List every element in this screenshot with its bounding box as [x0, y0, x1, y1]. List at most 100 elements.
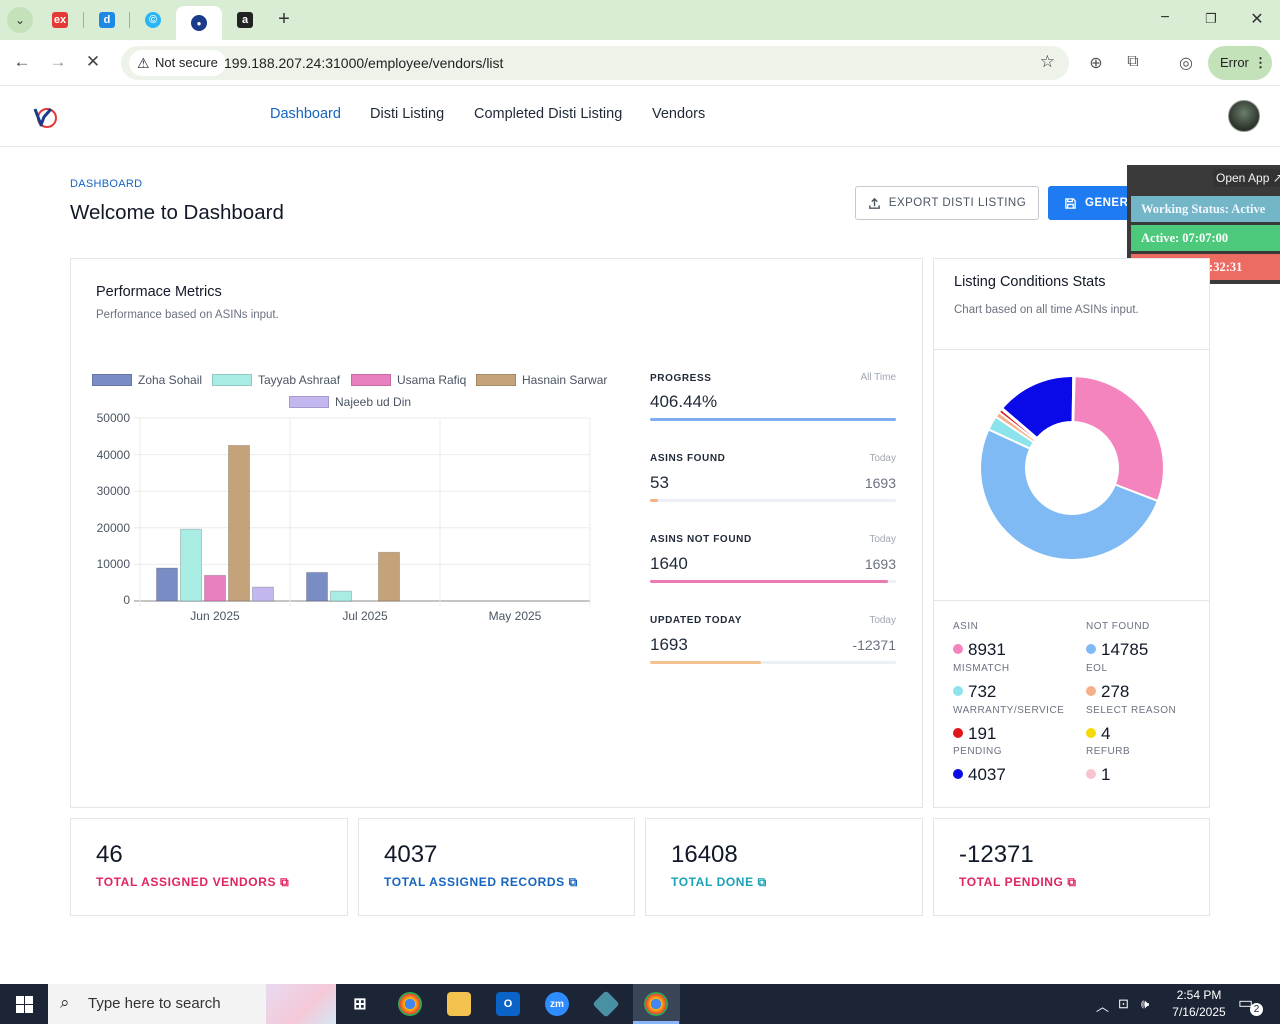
new-tab-icon[interactable]: + — [278, 8, 290, 30]
kpi-card-pending[interactable]: -12371 TOTAL PENDING ⧉ — [933, 818, 1210, 916]
profile-error-button[interactable]: Error ⋮ — [1208, 46, 1272, 80]
y-tick: 20000 — [96, 521, 130, 535]
kpi-link[interactable]: TOTAL DONE ⧉ — [671, 875, 767, 890]
windows-taskbar: ⌕ Type here to search ⊞ O zm ︿ ⊡ 🕪 2:54 … — [0, 984, 1280, 1024]
brand-logo-icon[interactable] — [32, 105, 58, 129]
legend-swatch — [476, 374, 516, 386]
c-favicon-icon: © — [145, 12, 161, 28]
bar-najeeb-ud-din[interactable] — [252, 586, 274, 602]
extensions-icon[interactable]: ⧉ — [1127, 53, 1139, 70]
tab-search-icon[interactable]: ⌄ — [7, 7, 33, 33]
restore-icon[interactable]: ❐ — [1205, 11, 1217, 26]
browser-tab-amazon[interactable]: a — [222, 6, 268, 34]
stat-warranty: 191 — [953, 724, 996, 744]
bar-tayyab-ashraaf[interactable] — [180, 528, 202, 602]
clock-date: 7/16/2025 — [1172, 1005, 1226, 1019]
profile-icon[interactable]: ◎ — [1179, 55, 1193, 72]
task-view-icon[interactable]: ⊞ — [353, 996, 367, 1013]
pink-dot-icon — [953, 644, 963, 654]
x-tick: Jul 2025 — [342, 609, 388, 623]
export-disti-listing-button[interactable]: EXPORT DISTI LISTING — [855, 186, 1039, 220]
user-avatar[interactable] — [1228, 100, 1260, 132]
minimize-icon[interactable]: − — [1160, 9, 1170, 26]
save-icon — [1065, 197, 1076, 209]
search-icon: ⌕ — [60, 993, 70, 1012]
stat-label: EOL — [1086, 663, 1108, 674]
browser-tab-c[interactable]: © — [130, 6, 176, 34]
address-bar[interactable]: ⚠ Not secure 199.188.207.24:31000/employ… — [121, 46, 1069, 80]
taskbar-search-box[interactable]: ⌕ Type here to search — [48, 984, 336, 1024]
legend-usama-rafiq[interactable]: Usama Rafiq — [351, 373, 466, 387]
notifications-icon[interactable]: ▭ — [1238, 995, 1254, 1012]
security-chip[interactable]: ⚠ Not secure — [129, 50, 226, 76]
upload-icon — [868, 197, 880, 209]
open-app-link[interactable]: Open App ↗ — [1213, 169, 1280, 187]
browser-tab-ex[interactable]: ex — [37, 6, 83, 34]
browser-tab-d[interactable]: d — [84, 6, 130, 34]
updated-today-fill — [650, 661, 761, 664]
outlook-icon[interactable]: O — [496, 992, 520, 1016]
nav-dashboard[interactable]: Dashboard — [270, 106, 341, 122]
legend-hasnain-sarwar[interactable]: Hasnain Sarwar — [476, 373, 607, 387]
metric-value: 406.44% — [650, 392, 718, 411]
close-window-icon[interactable]: ✕ — [1250, 11, 1264, 28]
kpi-card-done[interactable]: 16408 TOTAL DONE ⧉ — [645, 818, 923, 916]
legend-label: Zoha Sohail — [138, 373, 203, 387]
kpi-link[interactable]: TOTAL ASSIGNED VENDORS ⧉ — [96, 875, 289, 890]
system-clock[interactable]: 2:54 PM 7/16/2025 — [1160, 987, 1238, 1021]
bar-tayyab-ashraaf[interactable] — [330, 590, 352, 602]
d-favicon-icon: d — [99, 12, 115, 28]
translate-icon[interactable]: ⊕ — [1089, 55, 1103, 72]
notification-count: 2 — [1250, 1003, 1263, 1016]
windows-start-button[interactable] — [0, 984, 48, 1024]
volume-icon[interactable]: 🕪 — [1141, 996, 1150, 1011]
legend-label: Najeeb ud Din — [335, 395, 412, 409]
stat-label: NOT FOUND — [1086, 621, 1150, 632]
bar-hasnain-sarwar[interactable] — [228, 444, 250, 602]
external-link-icon: ⧉ — [568, 875, 578, 889]
legend-zoha-sohail[interactable]: Zoha Sohail — [92, 373, 202, 387]
bar-hasnain-sarwar[interactable] — [378, 551, 400, 602]
nav-disti-listing[interactable]: Disti Listing — [370, 106, 445, 122]
zoom-icon[interactable]: zm — [545, 992, 569, 1016]
nav-vendors[interactable]: Vendors — [652, 106, 706, 122]
light-pink-dot-icon — [1086, 769, 1096, 779]
bar-usama-rafiq[interactable] — [204, 574, 226, 602]
legend-swatch — [289, 396, 329, 408]
tray-chevron-icon[interactable]: ︿ — [1096, 999, 1110, 1014]
donut-segment-0[interactable] — [1071, 374, 1165, 503]
url-text[interactable]: 199.188.207.24:31000/employee/vendors/li… — [224, 55, 504, 71]
stop-loading-icon[interactable]: ✕ — [85, 52, 101, 71]
kebab-menu-icon: ⋮ — [1254, 55, 1267, 70]
stat-eol: 278 — [1086, 682, 1129, 702]
site-favicon-icon: ● — [191, 15, 207, 31]
chrome-icon[interactable] — [398, 992, 422, 1016]
listing-donut-chart — [979, 374, 1165, 561]
y-tick: 10000 — [96, 557, 130, 571]
chrome-active-app[interactable] — [633, 984, 680, 1024]
stat-value: 4037 — [968, 765, 1006, 784]
kpi-card-records[interactable]: 4037 TOTAL ASSIGNED RECORDS ⧉ — [358, 818, 635, 916]
bar-zoha-sohail[interactable] — [306, 571, 328, 602]
back-icon[interactable]: ← — [13, 52, 31, 71]
bar-zoha-sohail[interactable] — [156, 567, 178, 602]
legend-label: Hasnain Sarwar — [522, 373, 608, 387]
legend-tayyab-ashraaf[interactable]: Tayyab Ashraaf — [212, 373, 340, 387]
page-title: Welcome to Dashboard — [70, 201, 284, 224]
cyan-dot-icon — [953, 686, 963, 696]
donut-segment-7[interactable] — [1071, 374, 1076, 424]
browser-tab-active[interactable]: ● — [176, 6, 222, 40]
x-tick: Jun 2025 — [190, 609, 240, 623]
forward-icon[interactable]: → — [49, 52, 67, 71]
donut-segment-1[interactable] — [979, 428, 1160, 561]
kpi-card-vendors[interactable]: 46 TOTAL ASSIGNED VENDORS ⧉ — [70, 818, 348, 916]
kpi-link[interactable]: TOTAL ASSIGNED RECORDS ⧉ — [384, 875, 578, 890]
stat-label: SELECT REASON — [1086, 705, 1177, 716]
file-explorer-icon[interactable] — [447, 992, 471, 1016]
bookmark-star-icon[interactable]: ☆ — [1039, 52, 1055, 71]
kpi-link[interactable]: TOTAL PENDING ⧉ — [959, 875, 1077, 890]
app-diamond-icon[interactable] — [592, 990, 620, 1018]
legend-najeeb-ud-din[interactable]: Najeeb ud Din — [289, 395, 411, 409]
network-icon[interactable]: ⊡ — [1118, 996, 1129, 1011]
nav-completed-disti-listing[interactable]: Completed Disti Listing — [474, 106, 623, 122]
